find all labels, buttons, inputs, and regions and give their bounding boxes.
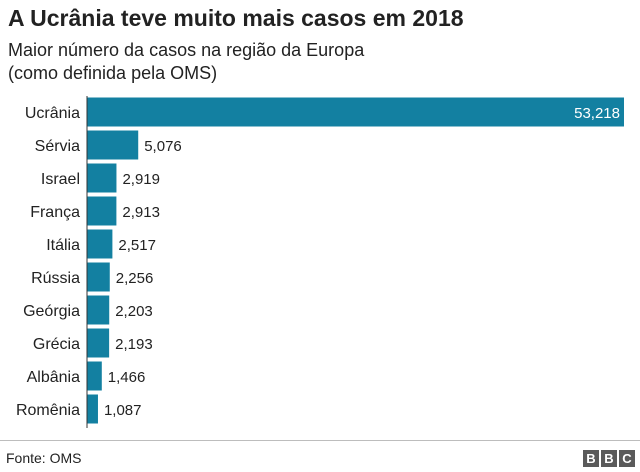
bar-grecia bbox=[87, 328, 110, 358]
bbc-logo-block-c: C bbox=[619, 450, 635, 467]
category-label-romenia: Romênia bbox=[16, 402, 80, 419]
value-label-grecia: 2,193 bbox=[115, 336, 153, 353]
value-label-ucrania: 53,218 bbox=[574, 105, 620, 122]
category-label-albania: Albânia bbox=[27, 369, 80, 386]
value-label-albania: 1,466 bbox=[108, 369, 146, 386]
bbc-logo: B B C bbox=[583, 450, 635, 467]
category-label-grecia: Grécia bbox=[33, 336, 80, 353]
category-label-italia: Itália bbox=[46, 237, 80, 254]
bar-chart: Ucrânia 53,218 Sérvia 5,076 Israel 2,919 Franç… bbox=[16, 96, 624, 428]
bar-albania bbox=[87, 361, 102, 391]
bar-servia bbox=[87, 130, 139, 160]
bbc-logo-block-b2: B bbox=[601, 450, 617, 467]
value-label-israel: 2,919 bbox=[122, 171, 160, 188]
footer-divider bbox=[0, 440, 640, 441]
bar-franca bbox=[87, 196, 117, 226]
value-label-servia: 5,076 bbox=[144, 138, 182, 155]
bar-romenia bbox=[87, 394, 98, 424]
category-label-russia: Rússia bbox=[31, 270, 80, 287]
category-label-ucrania: Ucrânia bbox=[25, 105, 80, 122]
subtitle-line-1: Maior número da casos na região da Europ… bbox=[8, 40, 365, 60]
category-label-franca: França bbox=[30, 204, 80, 221]
chart-title: A Ucrânia teve muito mais casos em 2018 bbox=[8, 5, 464, 31]
bar-italia bbox=[87, 229, 113, 259]
category-label-israel: Israel bbox=[41, 171, 80, 188]
bar-ucrania bbox=[87, 97, 624, 127]
bar-israel bbox=[87, 163, 117, 193]
category-label-georgia: Geórgia bbox=[23, 303, 80, 320]
source-note: Fonte: OMS bbox=[6, 450, 82, 466]
bar-georgia bbox=[87, 295, 110, 325]
subtitle-line-2: (como definida pela OMS) bbox=[8, 63, 218, 83]
category-label-servia: Sérvia bbox=[35, 138, 80, 155]
value-label-georgia: 2,203 bbox=[115, 303, 153, 320]
value-label-romenia: 1,087 bbox=[104, 402, 142, 419]
chart-subtitle: Maior número da casos na região da Europ… bbox=[8, 39, 364, 85]
value-label-italia: 2,517 bbox=[118, 237, 156, 254]
bbc-logo-block-b1: B bbox=[583, 450, 599, 467]
value-label-franca: 2,913 bbox=[122, 204, 160, 221]
value-label-russia: 2,256 bbox=[116, 270, 154, 287]
bar-russia bbox=[87, 262, 110, 292]
